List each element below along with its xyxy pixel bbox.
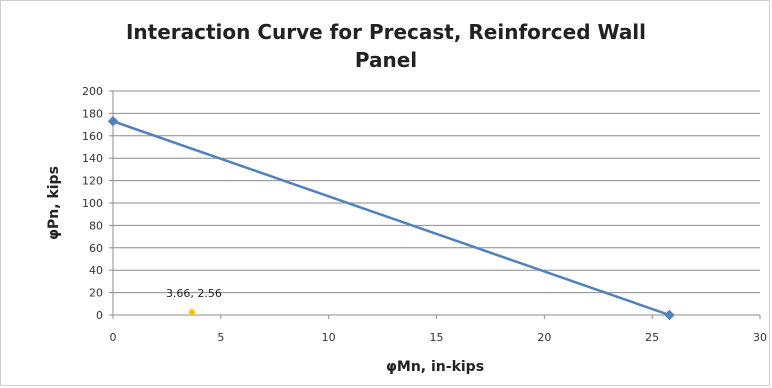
y-tick-label-200: 200 (82, 85, 103, 98)
y-tick-labels: 0 20 40 60 80 100 120 140 160 180 200 (82, 85, 103, 322)
series-0-point-0 (107, 115, 119, 127)
y-axis-label: φPn, kips (46, 166, 62, 240)
chart-title: Interaction Curve for Precast, Reinforce… (0, 18, 772, 74)
x-axis-label: φMn, in-kips (386, 359, 484, 375)
y-tick-label-60: 60 (89, 242, 103, 255)
y-tick-label-40: 40 (89, 264, 103, 277)
y-tick-label-140: 140 (82, 152, 103, 165)
y-tick-label-120: 120 (82, 175, 103, 188)
x-tick-label-5: 5 (217, 331, 224, 344)
chart-title-line2: Panel (354, 48, 418, 72)
x-tick-label-0: 0 (110, 331, 117, 344)
y-tick-label-0: 0 (96, 309, 103, 322)
gridlines (113, 90, 760, 294)
x-tick-label-25: 25 (645, 331, 659, 344)
y-tick-label-100: 100 (82, 197, 103, 210)
series-group: 3.66, 2.56 (107, 115, 675, 321)
x-tick-label-15: 15 (430, 331, 444, 344)
x-tick-label-20: 20 (537, 331, 551, 344)
chart-title-line1: Interaction Curve for Precast, Reinforce… (125, 20, 647, 44)
y-tick-label-160: 160 (82, 130, 103, 143)
axes (109, 90, 761, 319)
data-label-1: 3.66, 2.56 (166, 287, 222, 300)
y-tick-label-20: 20 (89, 287, 103, 300)
x-tick-label-30: 30 (753, 331, 767, 344)
series-line-0 (112, 120, 670, 317)
x-tick-labels: 0 5 10 15 20 25 30 (110, 331, 768, 344)
series-1-point-0 (188, 308, 196, 316)
y-tick-label-80: 80 (89, 219, 103, 232)
series-0-point-1 (664, 309, 675, 321)
x-tick-label-10: 10 (322, 331, 336, 344)
y-tick-label-180: 180 (82, 107, 103, 120)
